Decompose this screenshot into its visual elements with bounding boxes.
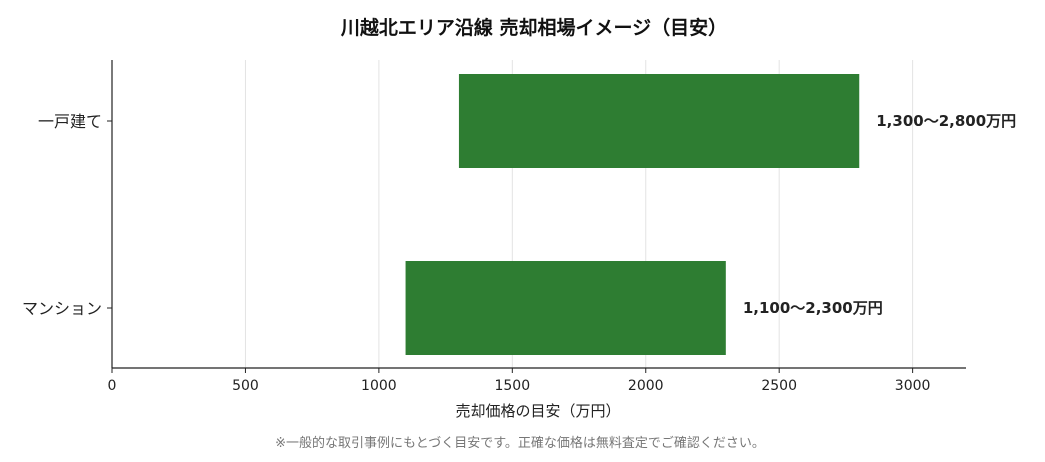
- footnote: ※一般的な取引事例にもとづく目安です。正確な価格は無料査定でご確認ください。: [275, 435, 765, 451]
- x-tick-label: 3000: [895, 378, 931, 394]
- x-tick-label: 0: [108, 378, 117, 394]
- x-tick-label: 1000: [361, 378, 397, 394]
- bar-detached-house: [458, 74, 860, 168]
- bar-condominium: [405, 261, 726, 355]
- y-category-label: マンション: [22, 299, 102, 318]
- labels: 0 500 1000 1500 2000 2500 3000 一戸建て 1,300〜2,800万…: [22, 112, 1016, 394]
- bar-value-label: 1,300〜2,800万円: [876, 112, 1016, 130]
- x-tick-label: 1500: [494, 378, 530, 394]
- bar-value-label: 1,100〜2,300万円: [743, 299, 883, 317]
- x-tick-label: 2500: [761, 378, 797, 394]
- chart-title: 川越北エリア沿線 売却相場イメージ（目安）: [340, 16, 727, 39]
- x-tick-label: 2000: [628, 378, 664, 394]
- axes: [107, 60, 966, 373]
- x-tick-label: 500: [232, 378, 259, 394]
- x-axis-title: 売却価格の目安（万円）: [455, 402, 620, 420]
- bars: [405, 74, 860, 355]
- y-category-label: 一戸建て: [38, 112, 102, 131]
